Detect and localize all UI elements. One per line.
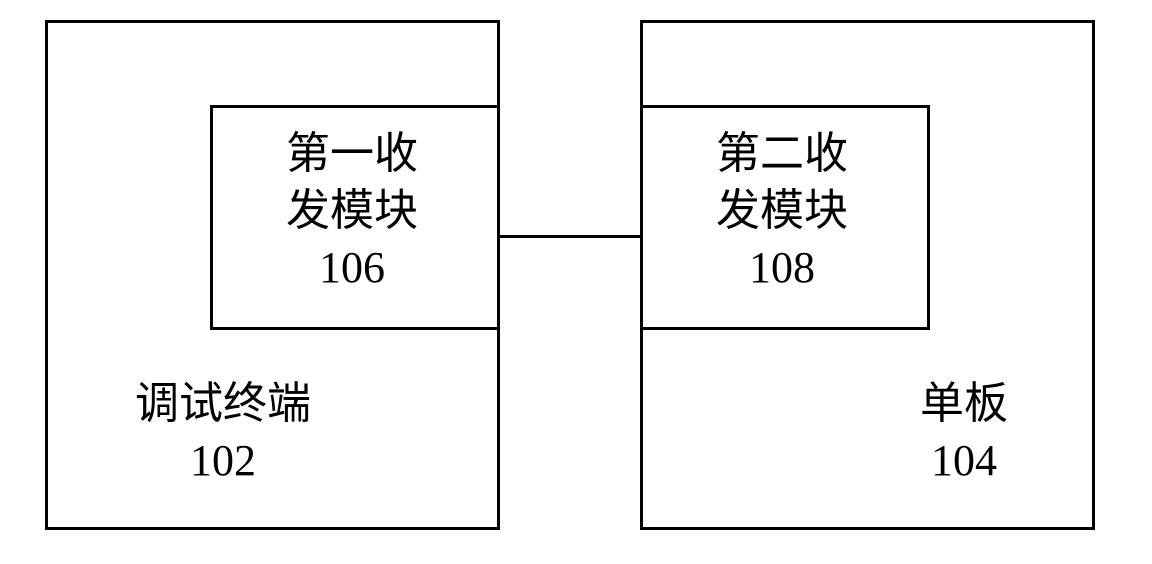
first-module-label: 第一收 发模块 106 — [286, 125, 418, 297]
debug-terminal-label: 调试终端 102 — [135, 375, 311, 489]
second-module-line2: 发模块 — [716, 182, 848, 239]
board-line2: 104 — [920, 432, 1008, 489]
second-module-line1: 第二收 — [716, 125, 848, 182]
board-line1: 单板 — [920, 375, 1008, 432]
second-module-label: 第二收 发模块 108 — [716, 125, 848, 297]
connector-line — [500, 235, 640, 238]
second-module-line3: 108 — [716, 239, 848, 296]
board-label: 单板 104 — [920, 375, 1008, 489]
first-module-line2: 发模块 — [286, 182, 418, 239]
debug-terminal-line1: 调试终端 — [135, 375, 311, 432]
first-module-line1: 第一收 — [286, 125, 418, 182]
debug-terminal-line2: 102 — [135, 432, 311, 489]
first-module-line3: 106 — [286, 239, 418, 296]
